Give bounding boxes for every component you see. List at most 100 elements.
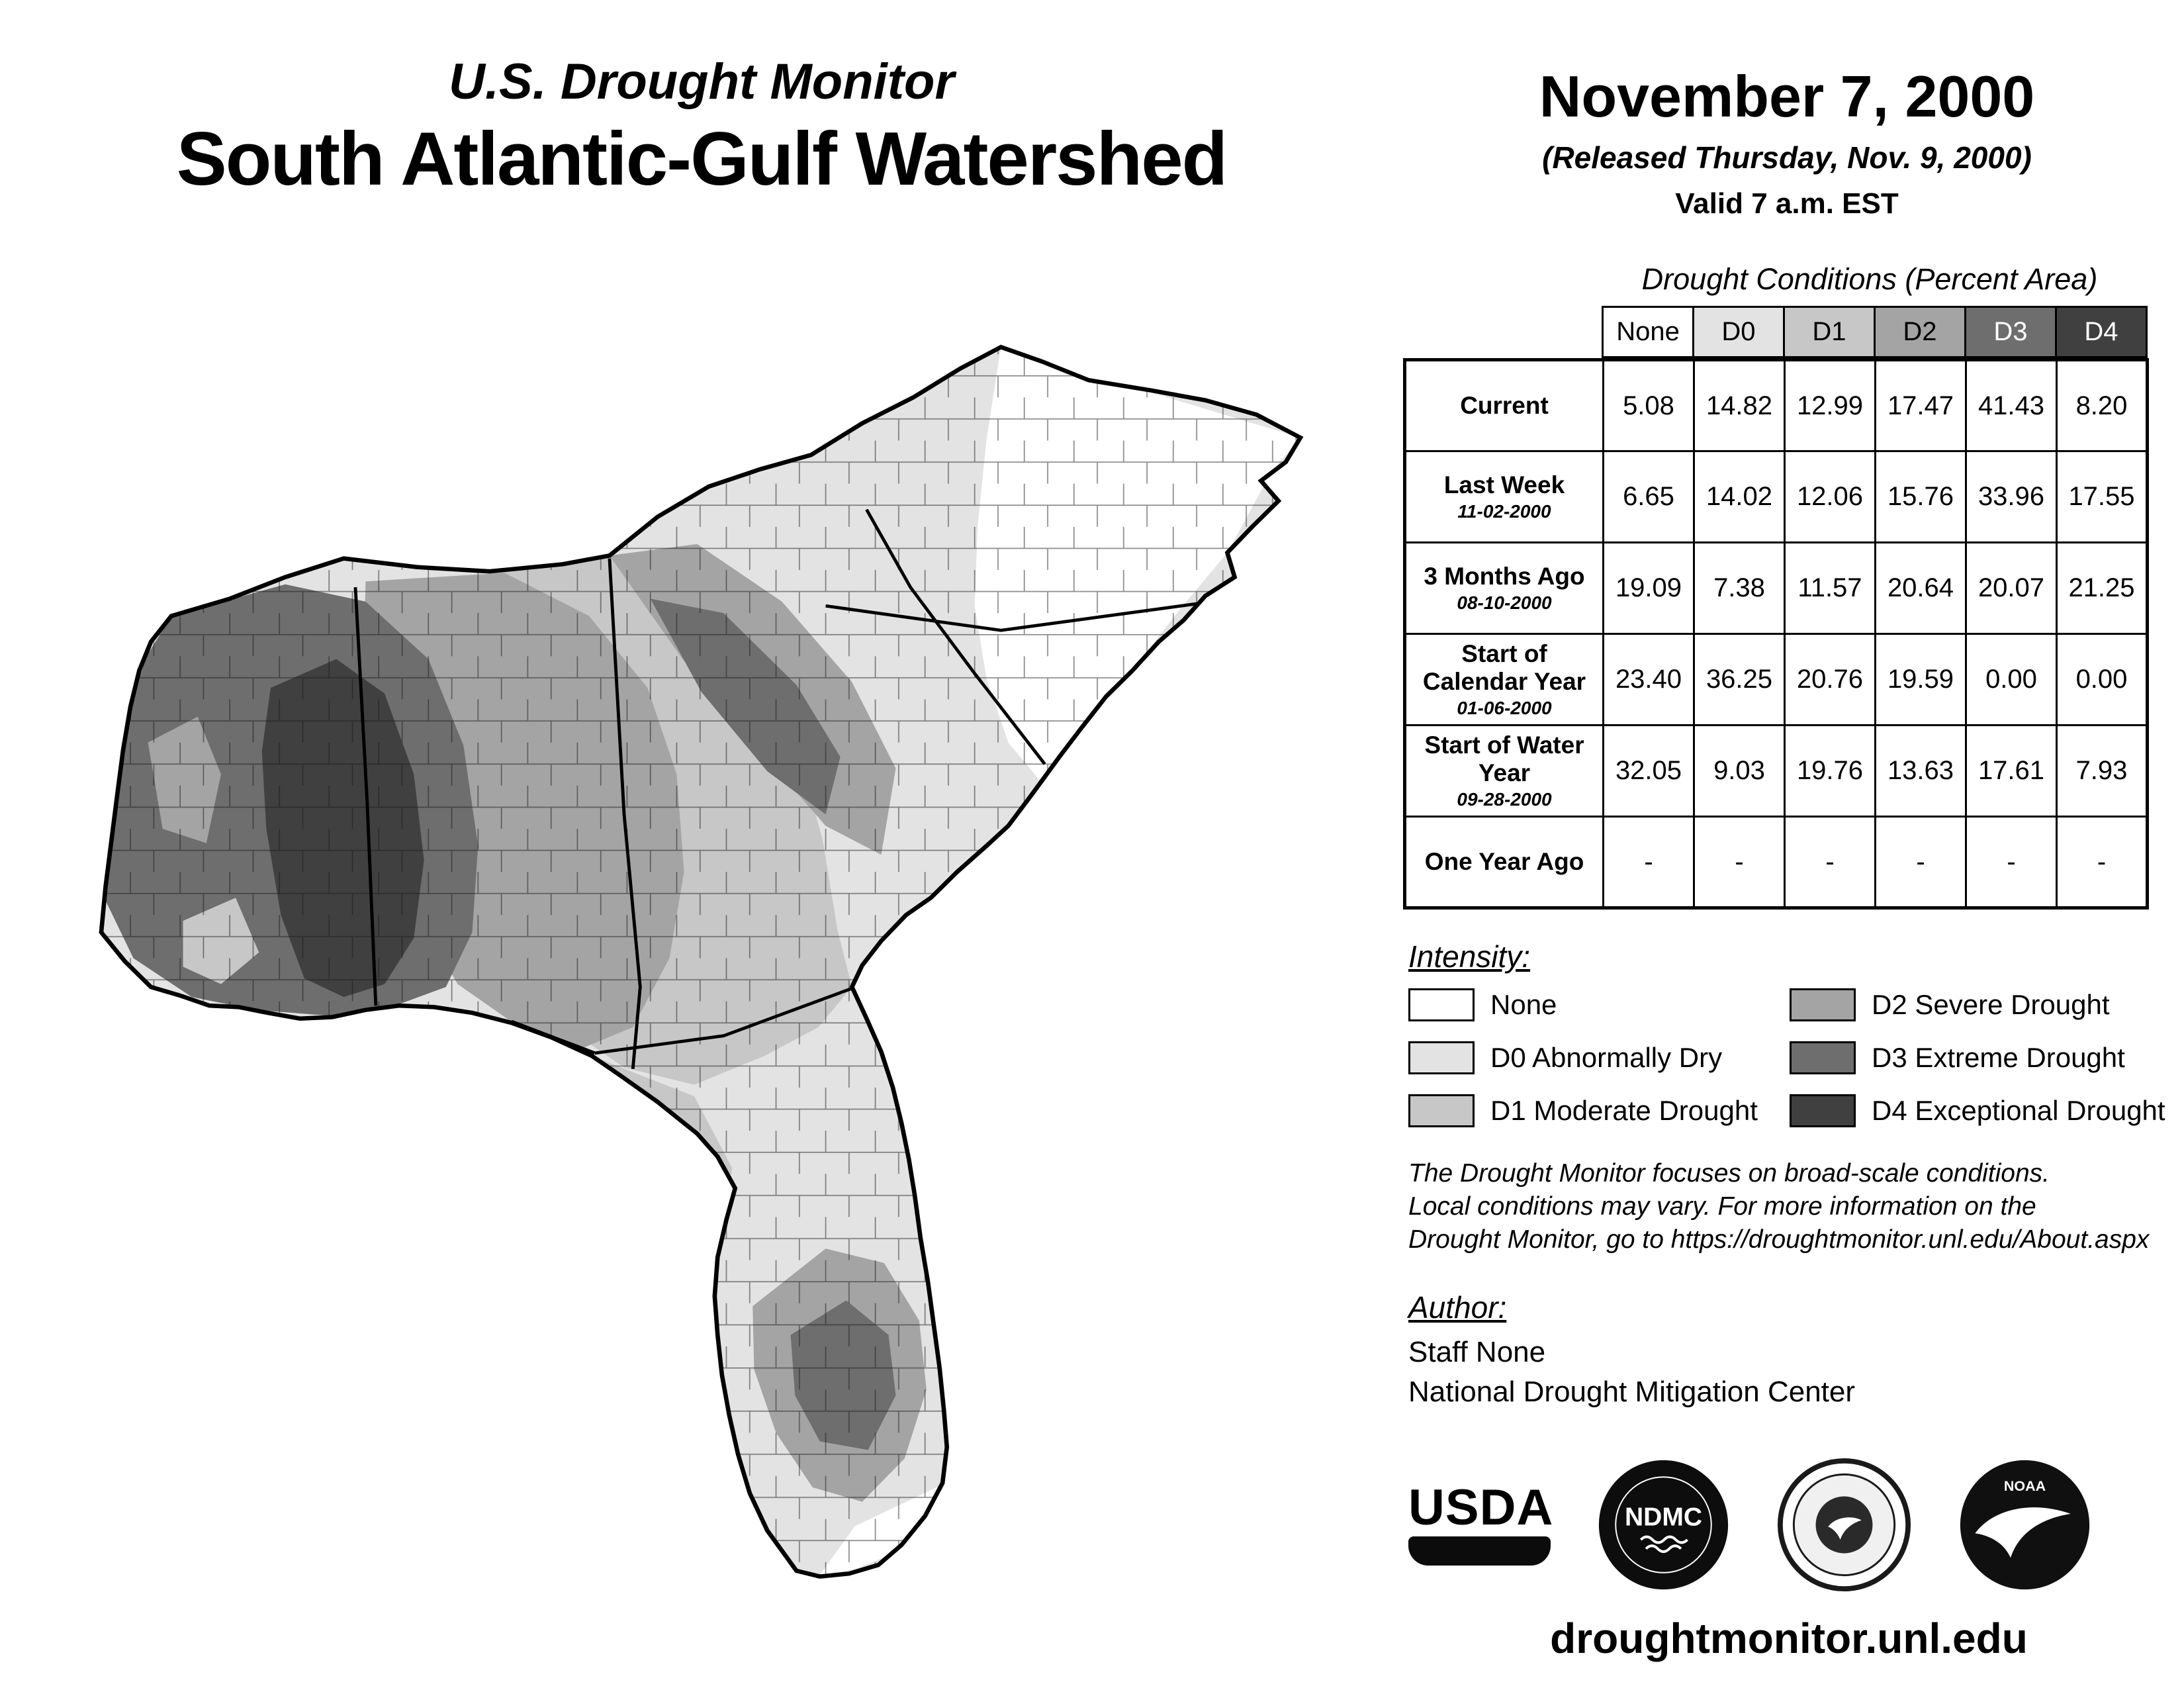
ndmc-waves-icon [1639, 1535, 1688, 1553]
value-cell: 12.06 [1784, 450, 1876, 543]
author-organization: National Drought Mitigation Center [1408, 1376, 1856, 1408]
value-cell: 17.55 [2056, 450, 2148, 543]
table-row-last-week: Last Week 11-02-2000 6.65 14.02 12.06 15.… [1404, 450, 2148, 543]
col-header-d0: D0 [1692, 306, 1785, 358]
legend-item-none: None [1408, 978, 1790, 1031]
value-cell: 0.00 [2056, 633, 2148, 726]
value-cell: 7.38 [1693, 541, 1786, 635]
value-cell: 19.59 [1874, 633, 1967, 726]
usda-wordmark: USDA [1408, 1479, 1554, 1536]
disclaimer-text: The Drought Monitor focuses on broad-sca… [1408, 1157, 2149, 1256]
logo-row: USDA NDMC NOAA [1408, 1454, 2169, 1596]
col-header-d2: D2 [1874, 306, 1966, 358]
commerce-seal-logo [1776, 1457, 1912, 1593]
disclaimer-line: Drought Monitor, go to https://droughtmo… [1408, 1225, 2150, 1254]
value-cell: 36.25 [1693, 633, 1786, 726]
legend-swatch-d1 [1408, 1094, 1475, 1127]
row-sublabel: 09-28-2000 [1457, 788, 1552, 810]
legend-swatch-d2 [1790, 988, 1856, 1021]
row-label: Start of Water Year [1424, 731, 1584, 786]
legend-item-d2: D2 Severe Drought [1790, 978, 2176, 1031]
noaa-seal-logo: NOAA [1957, 1457, 2093, 1593]
col-header-d1: D1 [1783, 306, 1876, 358]
value-cell: 12.99 [1784, 359, 1876, 452]
table-row-3-months-ago: 3 Months Ago 08-10-2000 19.09 7.38 11.57 … [1404, 541, 2148, 635]
table-row-start-water-year: Start of Water Year 09-28-2000 32.05 9.03… [1404, 724, 2148, 818]
release-block: November 7, 2000 (Released Thursday, Nov… [1416, 63, 2158, 220]
table-body: Current 5.08 14.82 12.99 17.47 41.43 8.2… [1403, 358, 2149, 910]
row-label: 3 Months Ago [1424, 562, 1585, 590]
row-label: Start of Calendar Year [1422, 640, 1586, 695]
state-boundaries [353, 508, 1213, 1069]
legend-item-d3: D3 Extreme Drought [1790, 1031, 2176, 1084]
table-row-start-calendar-year: Start of Calendar Year 01-06-2000 23.40 3… [1404, 633, 2148, 726]
value-cell: 41.43 [1965, 359, 2058, 452]
value-cell: 14.82 [1693, 359, 1786, 452]
value-cell: - [1784, 816, 1876, 909]
value-cell: 23.40 [1602, 633, 1695, 726]
usda-swoosh-bar [1408, 1536, 1551, 1566]
value-cell: 19.76 [1784, 724, 1876, 818]
intensity-legend: None D2 Severe Drought D0 Abnormally Dry… [1408, 978, 2176, 1137]
ndmc-wordmark: NDMC [1625, 1503, 1702, 1531]
col-header-d4: D4 [2055, 306, 2148, 358]
noaa-wordmark: NOAA [2004, 1478, 2046, 1494]
legend-label: D1 Moderate Drought [1490, 1095, 1758, 1126]
legend-title: Intensity: [1408, 939, 1531, 974]
value-cell: - [2056, 816, 2148, 909]
value-cell: 0.00 [1965, 633, 2058, 726]
legend-label: D4 Exceptional Drought [1872, 1095, 2165, 1126]
row-sublabel: 11-02-2000 [1457, 501, 1551, 522]
noaa-seagull-icon [1975, 1507, 2071, 1558]
value-cell: - [1693, 816, 1786, 909]
col-header-d3: D3 [1964, 306, 2057, 358]
table-row-one-year-ago: One Year Ago - - - - - - [1404, 816, 2148, 909]
author-title: Author: [1408, 1290, 1507, 1325]
value-cell: 33.96 [1965, 450, 2058, 543]
legend-item-d0: D0 Abnormally Dry [1408, 1031, 1790, 1084]
release-date: November 7, 2000 [1539, 64, 2035, 129]
legend-label: None [1490, 989, 1557, 1020]
table-row-current: Current 5.08 14.82 12.99 17.47 41.43 8.2… [1404, 359, 2148, 452]
drought-conditions-table: None D0 D1 D2 D3 D4 Current 5.08 14.82 1… [1403, 306, 2149, 910]
value-cell: 6.65 [1602, 450, 1695, 543]
legend-swatch-d0 [1408, 1041, 1475, 1074]
footer-url: droughtmonitor.unl.edu [1550, 1615, 2028, 1662]
value-cell: 5.08 [1602, 359, 1695, 452]
commerce-eagle-icon [1828, 1517, 1862, 1540]
legend-item-d1: D1 Moderate Drought [1408, 1084, 1790, 1137]
title-block: U.S. Drought Monitor South Atlantic-Gulf… [46, 53, 1357, 203]
row-label: One Year Ago [1424, 848, 1584, 876]
value-cell: 20.76 [1784, 633, 1876, 726]
watershed-drought-map [66, 311, 1337, 1605]
author-name: Staff None [1408, 1336, 1546, 1368]
ndmc-seal-logo: NDMC [1596, 1457, 1731, 1593]
legend-item-d4: D4 Exceptional Drought [1790, 1084, 2176, 1137]
value-cell: 11.57 [1784, 541, 1876, 635]
row-label: Last Week [1443, 471, 1565, 498]
value-cell: 8.20 [2056, 359, 2148, 452]
legend-swatch-none [1408, 988, 1475, 1021]
county-boundaries [101, 347, 1300, 1577]
region-title: South Atlantic-Gulf Watershed [176, 117, 1228, 201]
valid-note: Valid 7 a.m. EST [1675, 187, 1899, 220]
legend-swatch-d4 [1790, 1094, 1856, 1127]
disclaimer-line: The Drought Monitor focuses on broad-sca… [1408, 1159, 2050, 1188]
disclaimer-line: Local conditions may vary. For more info… [1408, 1192, 2036, 1221]
value-cell: - [1874, 816, 1967, 909]
legend-label: D2 Severe Drought [1872, 989, 2110, 1020]
value-cell: 7.93 [2056, 724, 2148, 818]
col-header-none: None [1602, 306, 1694, 358]
value-cell: 20.64 [1874, 541, 1967, 635]
table-title: Drought Conditions (Percent Area) [1641, 262, 2098, 296]
legend-label: D0 Abnormally Dry [1490, 1042, 1723, 1073]
value-cell: 9.03 [1693, 724, 1786, 818]
value-cell: 17.47 [1874, 359, 1967, 452]
value-cell: 14.02 [1693, 450, 1786, 543]
monitor-title: U.S. Drought Monitor [448, 54, 955, 110]
row-sublabel: 01-06-2000 [1457, 697, 1552, 718]
legend-label: D3 Extreme Drought [1872, 1042, 2125, 1073]
value-cell: - [1965, 816, 2058, 909]
value-cell: 21.25 [2056, 541, 2148, 635]
